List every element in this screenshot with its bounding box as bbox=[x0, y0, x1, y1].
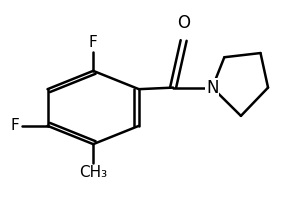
Text: O: O bbox=[177, 14, 190, 32]
Text: F: F bbox=[89, 35, 98, 50]
Text: N: N bbox=[206, 79, 219, 97]
Text: F: F bbox=[10, 118, 19, 133]
Text: CH₃: CH₃ bbox=[79, 165, 107, 180]
